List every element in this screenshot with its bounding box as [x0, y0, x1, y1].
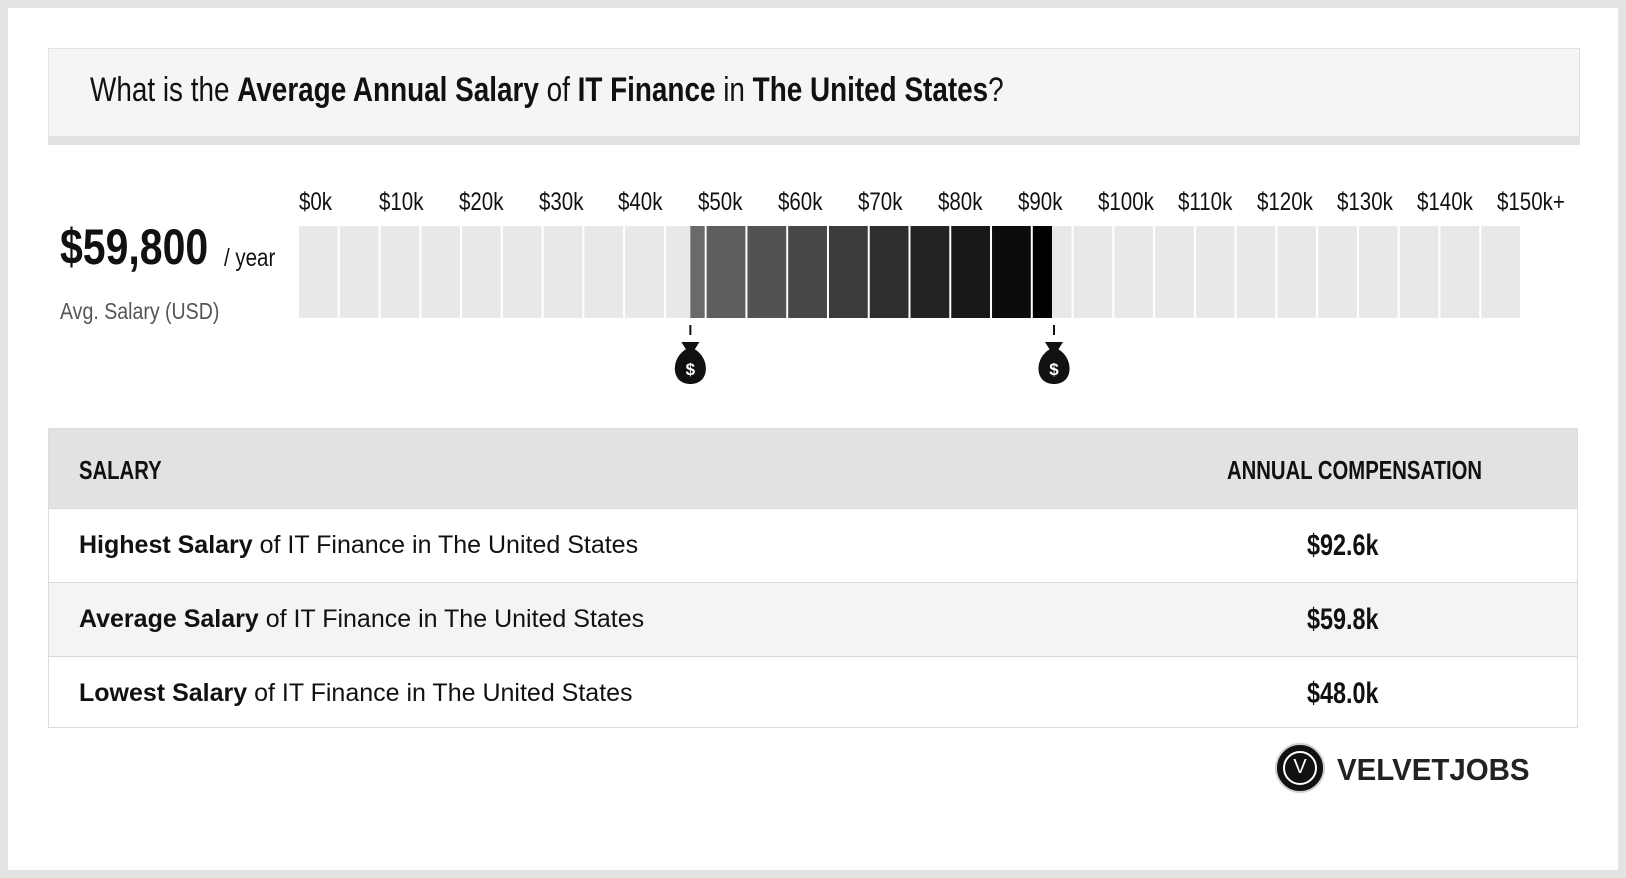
bar-segment-range	[690, 226, 705, 318]
column-header-salary: SALARY	[79, 455, 162, 485]
salary-table: SALARY ANNUAL COMPENSATION Highest Salar…	[48, 428, 1578, 728]
bar-segment-empty	[462, 226, 501, 318]
bar-segment-empty	[1195, 226, 1235, 318]
bar-segment-empty	[1399, 226, 1439, 318]
average-salary-unit: / year	[224, 244, 276, 272]
bar-segment-empty	[1236, 226, 1276, 318]
bar-segment-range	[869, 226, 909, 318]
bar-segment-empty	[584, 226, 624, 318]
x-tick-label: $140k	[1417, 188, 1473, 216]
table-row: Lowest Salary of IT Finance in The Unite…	[49, 656, 1577, 731]
row-value: $48.0k	[1307, 677, 1379, 710]
x-tick-label: $0k	[299, 188, 333, 216]
x-tick-label: $40k	[618, 188, 663, 216]
bar-segment-empty	[421, 226, 461, 318]
table-row: Average Salary of IT Finance in The Unit…	[49, 582, 1577, 657]
x-tick-label: $110k	[1177, 188, 1232, 216]
bar-segment-empty	[299, 226, 338, 318]
x-tick-label: $130k	[1337, 188, 1394, 216]
bar-segment-range	[747, 226, 787, 318]
bar-segment-range	[788, 226, 827, 318]
logo-mark-icon: V	[1275, 743, 1325, 793]
bar-segment-range	[828, 226, 868, 318]
x-tick-label: $120k	[1257, 188, 1314, 216]
bar-segment-empty	[1440, 226, 1480, 318]
row-label: Lowest Salary of IT Finance in The Unite…	[79, 679, 633, 707]
x-tick-label: $10k	[378, 188, 424, 216]
x-tick-label: $150k+	[1497, 188, 1565, 216]
bar-segment-empty	[1481, 226, 1520, 318]
bar-segment-empty	[380, 226, 420, 318]
logo-text: VELVETJOBS	[1337, 752, 1530, 787]
bar-segment-empty	[1155, 226, 1194, 318]
bar-segment-empty	[1114, 226, 1154, 318]
money-bag-icon: $	[1038, 325, 1070, 384]
bar-segment-empty	[339, 226, 379, 318]
bar-segment-empty	[502, 226, 542, 318]
bar-segment-empty	[1277, 226, 1317, 318]
bar-segment-range	[1032, 226, 1052, 318]
table-row: Highest Salary of IT Finance in The Unit…	[49, 508, 1577, 583]
row-value: $59.8k	[1307, 603, 1379, 636]
row-value: $92.6k	[1307, 529, 1379, 562]
svg-text:$: $	[686, 360, 696, 379]
salary-range-chart: $ $	[299, 226, 1520, 384]
bar-segment-empty	[543, 226, 583, 318]
bar-segment-range	[910, 226, 950, 318]
row-label: Average Salary of IT Finance in The Unit…	[79, 605, 645, 633]
x-axis-ticks: $0k $10k $20k $30k $40k $50k $60k $70k $80k $90k $…	[8, 188, 1618, 222]
bar-segment-range	[951, 226, 991, 318]
average-salary-label: Avg. Salary (USD)	[60, 298, 220, 324]
x-tick-label: $60k	[778, 188, 823, 216]
table-header: SALARY ANNUAL COMPENSATION	[49, 429, 1577, 508]
bar-segment-range	[706, 226, 746, 318]
salary-card: What is the Average Annual Salary of IT …	[8, 8, 1618, 870]
x-tick-label: $100k	[1097, 188, 1154, 216]
money-bag-icon: $	[674, 325, 706, 384]
bar-segment-empty	[625, 226, 664, 318]
bar-segment-range	[992, 226, 1031, 318]
average-salary-value: $59,800	[60, 219, 209, 275]
bar-segment-empty	[1073, 226, 1113, 318]
x-tick-label: $50k	[698, 188, 743, 216]
column-header-compensation: ANNUAL COMPENSATION	[1227, 455, 1483, 485]
header-underline	[48, 136, 1580, 145]
x-tick-label: $20k	[458, 188, 504, 216]
average-salary: $59,800 / year	[60, 218, 275, 276]
x-tick-label: $80k	[937, 188, 983, 216]
bar-segment-empty	[1358, 226, 1398, 318]
bar-segment-empty	[1318, 226, 1357, 318]
svg-text:$: $	[1049, 360, 1059, 379]
x-tick-label: $90k	[1017, 188, 1063, 216]
row-label: Highest Salary of IT Finance in The Unit…	[79, 531, 639, 559]
x-tick-label: $30k	[538, 188, 584, 216]
x-tick-label: $70k	[858, 188, 903, 216]
page-title: What is the Average Annual Salary of IT …	[90, 71, 1004, 109]
question-header: What is the Average Annual Salary of IT …	[48, 48, 1580, 136]
